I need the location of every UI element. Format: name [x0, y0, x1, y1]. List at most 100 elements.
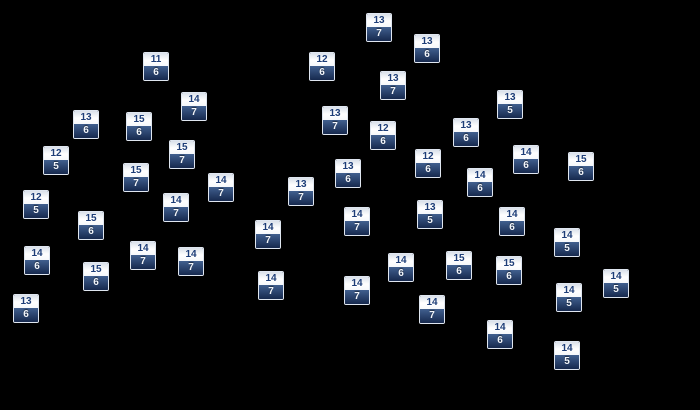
- low-temp-value: 7: [179, 261, 203, 275]
- temperature-marker[interactable]: 13 6: [414, 34, 440, 63]
- high-temp-value: 14: [25, 247, 49, 260]
- temperature-marker[interactable]: 12 5: [23, 190, 49, 219]
- high-temp-value: 13: [367, 14, 391, 27]
- low-temp-value: 7: [420, 309, 444, 323]
- low-temp-value: 6: [79, 225, 103, 239]
- temperature-marker[interactable]: 13 7: [288, 177, 314, 206]
- high-temp-value: 15: [79, 212, 103, 225]
- temperature-marker[interactable]: 14 5: [554, 228, 580, 257]
- temperature-marker[interactable]: 14 7: [181, 92, 207, 121]
- temperature-marker[interactable]: 15 7: [123, 163, 149, 192]
- temperature-marker[interactable]: 12 6: [309, 52, 335, 81]
- low-temp-value: 7: [182, 106, 206, 120]
- low-temp-value: 7: [170, 154, 194, 168]
- high-temp-value: 14: [164, 194, 188, 207]
- high-temp-value: 13: [74, 111, 98, 124]
- temperature-marker[interactable]: 14 5: [603, 269, 629, 298]
- low-temp-value: 5: [557, 297, 581, 311]
- temperature-marker[interactable]: 14 5: [554, 341, 580, 370]
- low-temp-value: 6: [84, 276, 108, 290]
- temperature-marker[interactable]: 14 7: [344, 276, 370, 305]
- high-temp-value: 14: [514, 146, 538, 159]
- temperature-marker[interactable]: 14 7: [130, 241, 156, 270]
- low-temp-value: 7: [131, 255, 155, 269]
- low-temp-value: 6: [454, 132, 478, 146]
- high-temp-value: 13: [415, 35, 439, 48]
- low-temp-value: 6: [514, 159, 538, 173]
- temperature-marker[interactable]: 15 6: [446, 251, 472, 280]
- low-temp-value: 7: [209, 187, 233, 201]
- temperature-marker[interactable]: 14 7: [344, 207, 370, 236]
- temperature-marker[interactable]: 12 5: [43, 146, 69, 175]
- temperature-marker[interactable]: 15 6: [568, 152, 594, 181]
- temperature-marker[interactable]: 13 7: [322, 106, 348, 135]
- high-temp-value: 13: [14, 295, 38, 308]
- low-temp-value: 6: [468, 182, 492, 196]
- temperature-marker[interactable]: 13 7: [380, 71, 406, 100]
- temperature-marker[interactable]: 13 7: [366, 13, 392, 42]
- temperature-marker[interactable]: 14 6: [24, 246, 50, 275]
- high-temp-value: 14: [131, 242, 155, 255]
- high-temp-value: 15: [127, 113, 151, 126]
- temperature-marker[interactable]: 14 7: [208, 173, 234, 202]
- low-temp-value: 6: [447, 265, 471, 279]
- temperature-marker[interactable]: 12 6: [415, 149, 441, 178]
- temperature-marker[interactable]: 14 6: [513, 145, 539, 174]
- high-temp-value: 15: [170, 141, 194, 154]
- temperature-marker[interactable]: 14 7: [163, 193, 189, 222]
- temperature-marker[interactable]: 14 6: [388, 253, 414, 282]
- low-temp-value: 6: [371, 135, 395, 149]
- high-temp-value: 14: [488, 321, 512, 334]
- temperature-marker[interactable]: 12 6: [370, 121, 396, 150]
- temperature-marker[interactable]: 14 7: [419, 295, 445, 324]
- high-temp-value: 12: [371, 122, 395, 135]
- low-temp-value: 6: [74, 124, 98, 138]
- temperature-marker[interactable]: 15 6: [83, 262, 109, 291]
- temperature-marker[interactable]: 14 7: [178, 247, 204, 276]
- low-temp-value: 7: [289, 191, 313, 205]
- temperature-marker[interactable]: 13 5: [417, 200, 443, 229]
- low-temp-value: 6: [488, 334, 512, 348]
- high-temp-value: 14: [555, 229, 579, 242]
- low-temp-value: 6: [500, 221, 524, 235]
- high-temp-value: 14: [182, 93, 206, 106]
- high-temp-value: 14: [345, 277, 369, 290]
- high-temp-value: 14: [256, 221, 280, 234]
- high-temp-value: 14: [259, 272, 283, 285]
- temperature-marker[interactable]: 15 7: [169, 140, 195, 169]
- high-temp-value: 15: [497, 257, 521, 270]
- low-temp-value: 6: [310, 66, 334, 80]
- high-temp-value: 13: [381, 72, 405, 85]
- low-temp-value: 7: [323, 120, 347, 134]
- low-temp-value: 6: [497, 270, 521, 284]
- high-temp-value: 12: [44, 147, 68, 160]
- high-temp-value: 13: [454, 119, 478, 132]
- temperature-marker[interactable]: 15 6: [496, 256, 522, 285]
- temperature-marker[interactable]: 14 5: [556, 283, 582, 312]
- temperature-marker[interactable]: 14 6: [487, 320, 513, 349]
- low-temp-value: 5: [604, 283, 628, 297]
- low-temp-value: 6: [336, 173, 360, 187]
- high-temp-value: 15: [124, 164, 148, 177]
- temperature-marker[interactable]: 13 6: [453, 118, 479, 147]
- low-temp-value: 5: [498, 104, 522, 118]
- high-temp-value: 15: [447, 252, 471, 265]
- temperature-marker[interactable]: 14 6: [499, 207, 525, 236]
- temperature-marker[interactable]: 13 6: [13, 294, 39, 323]
- temperature-marker[interactable]: 13 6: [73, 110, 99, 139]
- temperature-marker[interactable]: 15 6: [78, 211, 104, 240]
- temperature-marker[interactable]: 14 6: [467, 168, 493, 197]
- temperature-marker[interactable]: 13 6: [335, 159, 361, 188]
- temperature-marker[interactable]: 13 5: [497, 90, 523, 119]
- temperature-marker[interactable]: 11 6: [143, 52, 169, 81]
- high-temp-value: 14: [604, 270, 628, 283]
- low-temp-value: 7: [381, 85, 405, 99]
- temperature-marker[interactable]: 14 7: [258, 271, 284, 300]
- low-temp-value: 5: [24, 204, 48, 218]
- temperature-marker[interactable]: 14 7: [255, 220, 281, 249]
- low-temp-value: 5: [555, 242, 579, 256]
- temperature-marker[interactable]: 15 6: [126, 112, 152, 141]
- low-temp-value: 6: [25, 260, 49, 274]
- low-temp-value: 6: [415, 48, 439, 62]
